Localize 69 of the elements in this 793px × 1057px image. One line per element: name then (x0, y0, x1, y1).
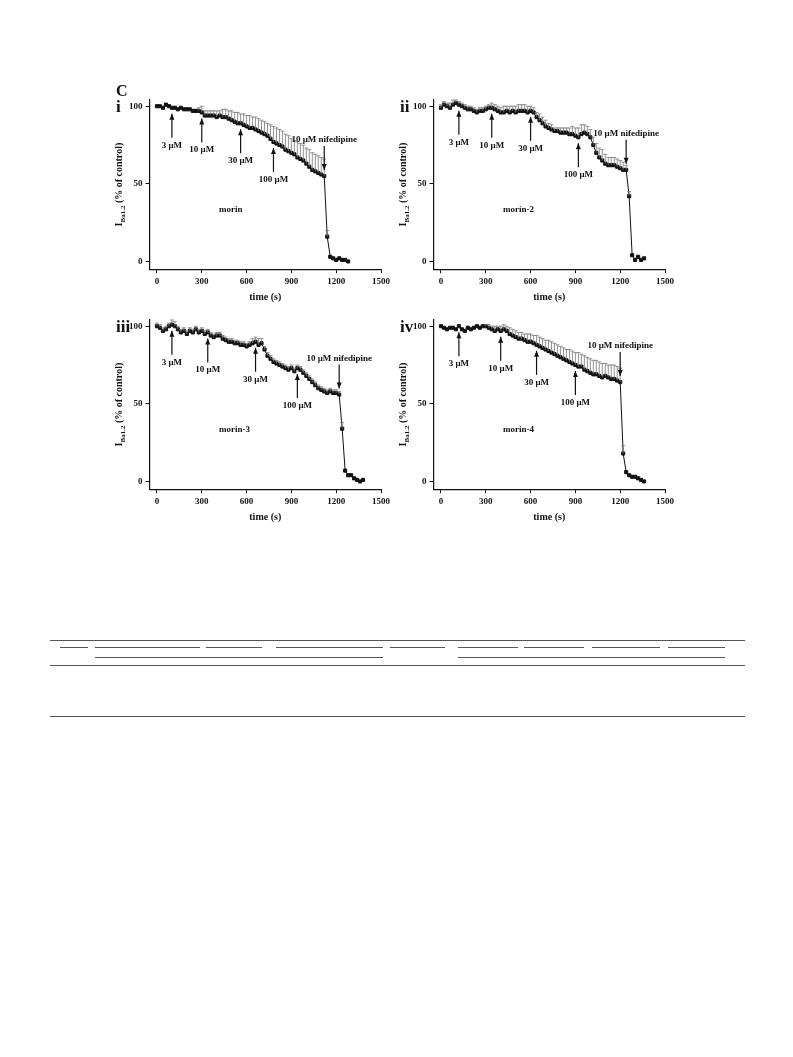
y-tick-label: 0 (422, 255, 427, 266)
x-axis-title: time (s) (249, 510, 282, 523)
annotation: 100 μM (282, 400, 313, 411)
x-tick-label: 1200 (611, 275, 630, 286)
x-tick-label: 600 (239, 495, 254, 506)
annotation: 3 μM (161, 139, 183, 150)
x-tick-label: 600 (239, 275, 254, 286)
x-tick-label: 900 (284, 495, 299, 506)
x-tick-label: 1500 (372, 495, 391, 506)
x-tick-label: 900 (568, 495, 583, 506)
annotation: 30 μM (518, 142, 544, 153)
x-tick-label: 1500 (372, 275, 391, 286)
chart-title: iv (400, 317, 414, 336)
text: morin-3 (218, 423, 251, 434)
y-tick-label: 100 (129, 100, 143, 111)
text: morin-4 (502, 423, 535, 434)
x-axis-title: time (s) (249, 290, 282, 303)
x-tick-label: 900 (284, 275, 299, 286)
x-tick-label: 600 (523, 495, 538, 506)
x-tick-label: 300 (195, 275, 210, 286)
annotation: 30 μM (228, 155, 254, 166)
x-tick-label: 1200 (327, 495, 346, 506)
annotation: 3 μM (448, 136, 470, 147)
x-tick-label: 300 (195, 495, 210, 506)
annotation: 10 μM (195, 364, 221, 375)
x-tick-label: 300 (479, 495, 494, 506)
x-tick-label: 600 (523, 275, 538, 286)
y-tick-label: 50 (133, 398, 143, 409)
annotation: 3 μM (161, 356, 183, 367)
annotation: 10 μM nifedipine (587, 340, 653, 351)
annotation: 10 μM nifedipine (291, 134, 358, 145)
y-tick-label: 100 (413, 100, 427, 111)
y-tick-label: 0 (138, 255, 143, 266)
annotation: 30 μM (243, 373, 269, 384)
x-tick-label: 0 (438, 495, 444, 506)
annotation: 10 μM (488, 362, 514, 373)
x-axis-title: time (s) (533, 510, 566, 523)
annotation: 10 μM (189, 144, 215, 155)
y-tick-label: 50 (417, 398, 427, 409)
annotation: 100 μM (563, 169, 594, 180)
annotation: 100 μM (258, 173, 289, 184)
annotation: 100 μM (560, 397, 591, 408)
x-tick-label: 1500 (656, 275, 675, 286)
chart-title: i (116, 97, 121, 116)
x-tick-label: 1200 (327, 275, 346, 286)
annotation: 10 μM nifedipine (306, 352, 372, 363)
y-tick-label: 100 (413, 320, 427, 331)
x-tick-label: 0 (154, 495, 160, 506)
annotation: 10 μM (479, 139, 505, 150)
annotation: 10 μM nifedipine (593, 127, 659, 138)
y-tick-label: 100 (129, 320, 143, 331)
x-tick-label: 0 (438, 275, 444, 286)
y-tick-label: 50 (133, 178, 143, 189)
y-tick-label: 0 (138, 475, 143, 486)
chart-title: iii (116, 317, 131, 336)
x-tick-label: 0 (154, 275, 160, 286)
x-tick-label: 1500 (656, 495, 675, 506)
text: morin (218, 203, 243, 214)
annotation: 30 μM (524, 376, 550, 387)
x-tick-label: 900 (568, 275, 583, 286)
x-axis-title: time (s) (533, 290, 566, 303)
x-tick-label: 1200 (611, 495, 630, 506)
annotation: 3 μM (448, 358, 470, 369)
text: C (116, 82, 128, 99)
text: morin-2 (502, 203, 535, 214)
y-tick-label: 0 (422, 475, 427, 486)
x-tick-label: 300 (479, 275, 494, 286)
y-tick-label: 50 (417, 178, 427, 189)
chart-title: ii (400, 97, 410, 116)
